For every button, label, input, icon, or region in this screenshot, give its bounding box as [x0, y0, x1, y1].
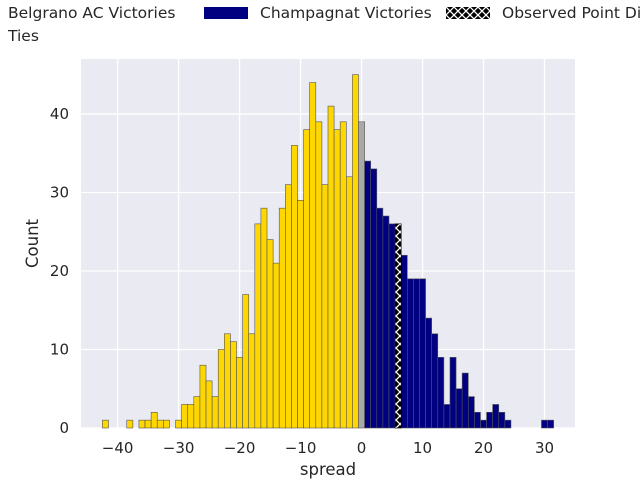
legend-swatch-observed — [446, 7, 490, 19]
y-tick-label: 20 — [50, 262, 69, 280]
bar-series-2 — [474, 411, 481, 429]
bar-series-0 — [333, 129, 341, 429]
legend-swatch-champagnat — [204, 7, 248, 19]
bar-series-0 — [303, 129, 311, 429]
bar-series-2 — [455, 388, 463, 429]
bar-series-2 — [486, 411, 493, 429]
legend-item-ties: Ties — [8, 27, 39, 45]
x-tick-label: 30 — [535, 439, 554, 457]
y-tick-label: 10 — [50, 340, 69, 358]
bar-series-0 — [181, 404, 189, 429]
x-tick-label: −20 — [224, 439, 256, 457]
bar-series-0 — [254, 223, 262, 429]
bar-series-2 — [413, 278, 420, 429]
bar-series-2 — [449, 357, 457, 429]
bar-series-0 — [224, 333, 231, 429]
bar-series-2 — [431, 333, 439, 429]
bar-series-2 — [498, 411, 506, 429]
legend-label-champagnat: Champagnat Victories — [260, 4, 432, 22]
bar-series-0 — [156, 419, 164, 429]
legend-label-belgrano: Belgrano AC Victories — [8, 4, 176, 22]
y-tick-label: 30 — [50, 183, 69, 201]
bar-series-0 — [205, 380, 213, 429]
bar-series-2 — [400, 254, 408, 429]
bar-series-0 — [315, 121, 323, 429]
bar-series-2 — [419, 278, 426, 429]
bar-series-2 — [382, 215, 390, 429]
bar-series-2 — [370, 168, 378, 429]
bar-series-0 — [297, 200, 304, 429]
bar-series-0 — [126, 419, 134, 429]
bar-series-2 — [492, 404, 500, 429]
bar-series-0 — [327, 105, 335, 429]
bar-series-0 — [260, 207, 268, 429]
x-tick-label: 10 — [413, 439, 432, 457]
legend-item-observed: Observed Point Difference — [446, 4, 640, 22]
legend: Belgrano AC Victories Champagnat Victori… — [8, 4, 640, 48]
bar-series-2 — [364, 160, 371, 429]
bar-series-2 — [376, 207, 384, 429]
bar-series-0 — [236, 357, 243, 429]
histogram-bars — [102, 74, 554, 429]
bar-series-0 — [144, 419, 152, 429]
legend-label-ties: Ties — [8, 27, 39, 45]
x-tick-label: −40 — [102, 439, 134, 457]
bar-series-2 — [443, 404, 451, 429]
legend-item-champagnat: Champagnat Victories — [204, 4, 432, 22]
bar-series-2 — [504, 419, 512, 429]
legend-item-belgrano: Belgrano AC Victories — [8, 4, 175, 22]
x-tick-label: 0 — [357, 439, 367, 457]
bar-series-2 — [467, 396, 475, 429]
bar-series-0 — [217, 349, 225, 429]
bar-series-0 — [175, 419, 182, 429]
bar-series-0 — [278, 207, 286, 429]
bar-series-0 — [291, 145, 298, 429]
bar-series-2 — [541, 419, 548, 429]
bar-series-0 — [163, 419, 170, 429]
bar-series-0 — [352, 74, 359, 429]
x-tick-label: −30 — [163, 439, 195, 457]
bar-series-0 — [138, 419, 146, 429]
y-axis-label: Count — [23, 218, 42, 268]
bar-series-2 — [388, 223, 396, 429]
bar-series-0 — [272, 262, 280, 429]
bar-series-0 — [345, 176, 353, 429]
bar-series-0 — [150, 411, 158, 429]
bar-series-2 — [461, 372, 469, 429]
bar-series-0 — [242, 294, 250, 429]
bar-series-2 — [406, 278, 414, 429]
bar-series-0 — [309, 82, 317, 429]
bar-series-0 — [102, 419, 109, 429]
bar-series-2 — [437, 357, 445, 429]
bar-series-0 — [321, 184, 329, 429]
x-tick-label: −10 — [285, 439, 317, 457]
bar-series-0 — [211, 396, 219, 429]
bar-series-0 — [339, 121, 347, 429]
bar-series-2 — [547, 419, 554, 429]
observed-point-difference-bar — [394, 223, 402, 429]
bar-series-2 — [480, 419, 487, 429]
bar-series-0 — [187, 404, 195, 429]
legend-label-observed: Observed Point Difference — [502, 4, 640, 22]
observed-bar — [394, 223, 402, 429]
bar-series-2 — [425, 317, 432, 429]
bar-series-0 — [199, 364, 207, 429]
bar-series-1 — [358, 121, 365, 429]
bar-series-0 — [266, 239, 274, 429]
bar-series-0 — [285, 184, 292, 429]
x-axis-label: spread — [300, 460, 356, 479]
y-tick-label: 40 — [50, 105, 69, 123]
bar-series-0 — [230, 341, 237, 429]
y-tick-label: 0 — [59, 419, 69, 437]
bar-series-0 — [193, 396, 201, 429]
tick-labels: −40 −30 −20 −10 0 10 20 30 0 10 20 30 40 — [50, 105, 554, 457]
bar-series-0 — [248, 333, 256, 429]
x-tick-label: 20 — [474, 439, 493, 457]
